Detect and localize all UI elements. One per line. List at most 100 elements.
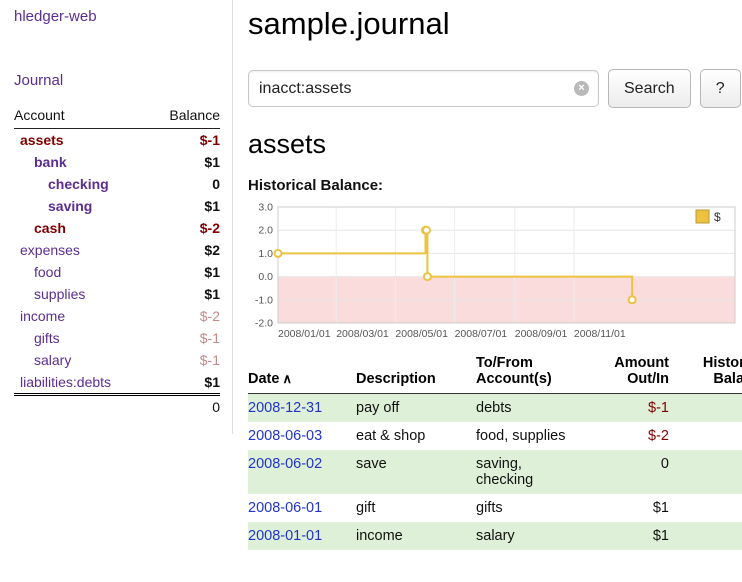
- account-link-income[interactable]: income: [20, 308, 66, 324]
- y-axis-tick-label: -2.0: [255, 318, 273, 330]
- transaction-accounts: food, supplies: [476, 428, 566, 444]
- transaction-balance: $1: [677, 522, 742, 550]
- search-field-wrap: ×: [248, 70, 599, 107]
- register-header-description: Description: [356, 355, 476, 394]
- sidebar-account-row: salary $-1: [14, 349, 220, 371]
- search-bar: × Search ?: [248, 69, 742, 108]
- sidebar-total-row: 0: [14, 393, 220, 418]
- account-link-food[interactable]: food: [34, 264, 62, 280]
- transaction-description: save: [356, 456, 387, 472]
- account-link-checking[interactable]: checking: [48, 176, 109, 192]
- chart-point: [421, 225, 431, 235]
- transaction-date-link[interactable]: 2008-06-01: [248, 500, 323, 516]
- register-header-balance: Historical Balance: [677, 355, 742, 394]
- x-axis-tick-label: 2008/07/01: [455, 328, 508, 340]
- account-link-cash[interactable]: cash: [34, 220, 66, 236]
- transaction-balance: $-1: [677, 394, 742, 423]
- account-link-gifts[interactable]: gifts: [34, 330, 60, 346]
- transaction-description: pay off: [356, 400, 400, 416]
- sidebar-account-row: checking 0: [14, 173, 220, 195]
- brand-link[interactable]: hledger-web: [14, 8, 97, 25]
- register-header-date[interactable]: Date ∧: [248, 355, 356, 394]
- account-link-saving[interactable]: saving: [48, 198, 93, 214]
- x-axis-tick-label: 2008/01/01: [278, 328, 331, 340]
- register-row: 2008-12-31 pay off debts $-1 $-1: [248, 393, 742, 423]
- account-balance-salary: $-1: [199, 352, 220, 368]
- account-heading: assets: [248, 129, 327, 159]
- account-link-salary[interactable]: salary: [34, 352, 72, 368]
- transaction-accounts: gifts: [476, 500, 503, 516]
- clear-search-icon[interactable]: ×: [574, 81, 589, 96]
- transaction-date-link[interactable]: 2008-06-02: [248, 456, 323, 472]
- account-balance-expenses: $2: [204, 242, 220, 258]
- y-axis-tick-label: 1.0: [258, 248, 273, 260]
- transaction-amount: $-1: [648, 400, 669, 416]
- chart-border: [277, 206, 736, 324]
- account-link-assets[interactable]: assets: [20, 132, 64, 148]
- account-balance-income: $-2: [199, 308, 220, 324]
- search-input[interactable]: [248, 70, 599, 107]
- date-header-label: Date: [248, 371, 280, 387]
- help-button[interactable]: ?: [699, 69, 741, 108]
- sidebar-account-row: cash $-2: [14, 217, 220, 239]
- sidebar-account-row: bank $1: [14, 151, 220, 173]
- app-layout: hledger-web Journal Account Balance asse…: [14, 0, 742, 550]
- x-axis-tick-label: 2008/05/01: [395, 328, 448, 340]
- transaction-description: gift: [356, 500, 376, 516]
- account-balance-gifts: $-1: [199, 330, 220, 346]
- transaction-balance: $2: [677, 450, 742, 494]
- y-axis-tick-label: 2.0: [258, 225, 273, 237]
- transaction-balance: 0: [677, 422, 742, 450]
- account-link-bank[interactable]: bank: [34, 154, 67, 170]
- transaction-amount: 0: [660, 456, 669, 472]
- account-link-expenses[interactable]: expenses: [20, 242, 80, 258]
- main-content: sample.journal × Search ? assets Histori…: [233, 0, 742, 550]
- x-axis-tick-label: 2008/11/01: [574, 328, 626, 340]
- nav-journal-link[interactable]: Journal: [14, 72, 64, 89]
- chart-point: [422, 272, 432, 282]
- transaction-description: income: [356, 528, 403, 544]
- accounts-table: Account Balance assets $-1 bank $1 check…: [14, 103, 220, 418]
- transaction-date-link[interactable]: 2008-01-01: [248, 528, 323, 544]
- accounts-header-balance: Balance: [149, 103, 220, 129]
- legend-swatch: [695, 209, 710, 224]
- transaction-description: eat & shop: [356, 428, 426, 444]
- transaction-amount: $1: [652, 528, 669, 544]
- register-row: 2008-01-01 income salary $1 $1: [248, 522, 742, 550]
- register-header-accounts: To/From Account(s): [476, 355, 589, 394]
- register-row: 2008-06-02 save saving, checking 0 $2: [248, 450, 742, 494]
- register-header-amount: Amount Out/In: [589, 355, 677, 394]
- register-table: Date ∧ Description To/From Account(s) Amo…: [248, 355, 742, 550]
- y-axis-tick-label: 3.0: [258, 202, 273, 214]
- search-button[interactable]: Search: [608, 69, 691, 108]
- account-balance-checking: 0: [212, 176, 220, 192]
- account-balance-supplies: $1: [204, 286, 220, 302]
- sidebar-account-row: expenses $2: [14, 239, 220, 261]
- sidebar-account-row: liabilities:debts $1: [14, 371, 220, 395]
- transaction-accounts: saving, checking: [476, 456, 534, 488]
- register-header-row: Date ∧ Description To/From Account(s) Amo…: [248, 355, 742, 394]
- account-balance-assets: $-1: [199, 132, 220, 148]
- account-balance-cash: $-2: [199, 220, 220, 236]
- historical-balance-chart: 3.0 2.0 1.0 0.0 -1.0 -2.0 2008/01/01 2008/03/01…: [248, 201, 737, 341]
- transaction-accounts: salary: [476, 528, 515, 544]
- transaction-amount: $1: [652, 500, 669, 516]
- accounts-total-balance: 0: [149, 393, 220, 418]
- transaction-date-link[interactable]: 2008-06-03: [248, 428, 323, 444]
- account-balance-liabilities-debts: $1: [204, 374, 220, 390]
- sidebar-account-row: income $-2: [14, 305, 220, 327]
- chart-point: [627, 295, 637, 305]
- y-axis-tick-label: 0.0: [258, 271, 273, 283]
- transaction-accounts: debts: [476, 400, 512, 416]
- chart-title: Historical Balance:: [248, 177, 384, 194]
- transaction-balance: $2: [677, 494, 742, 522]
- account-link-supplies[interactable]: supplies: [34, 286, 86, 302]
- account-balance-food: $1: [204, 264, 220, 280]
- account-balance-saving: $1: [204, 198, 220, 214]
- accounts-header-account: Account: [14, 103, 150, 129]
- transaction-date-link[interactable]: 2008-12-31: [248, 400, 323, 416]
- account-link-liabilities-debts[interactable]: liabilities:debts: [20, 374, 112, 390]
- register-row: 2008-06-01 gift gifts $1 $2: [248, 494, 742, 522]
- balance-chart-svg: 3.0 2.0 1.0 0.0 -1.0 -2.0 2008/01/01 2008/03/01…: [255, 202, 736, 340]
- sidebar-account-row: gifts $-1: [14, 327, 220, 349]
